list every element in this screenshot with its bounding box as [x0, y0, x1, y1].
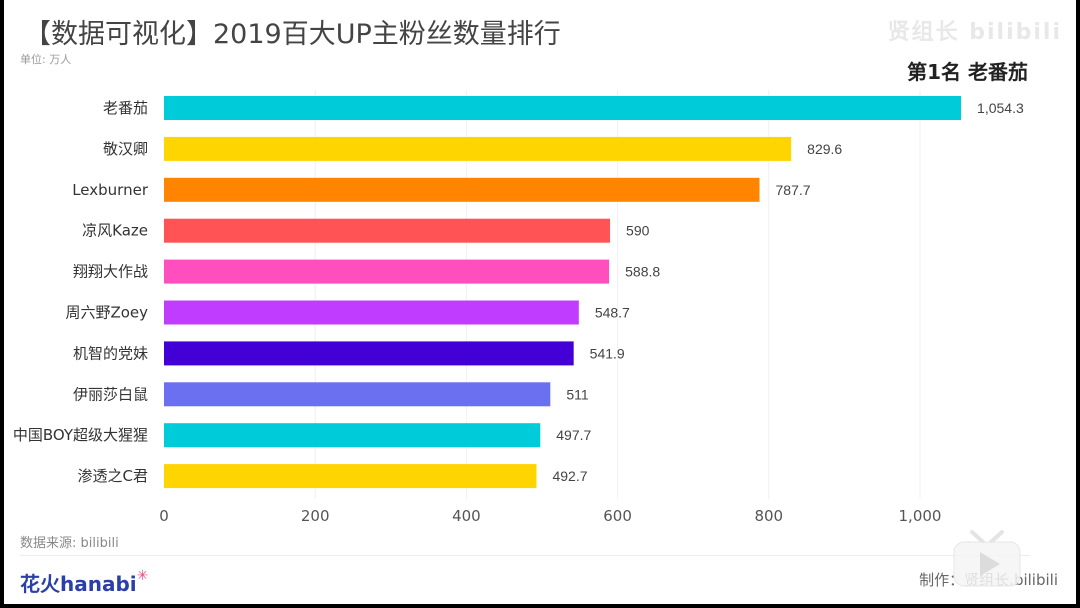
value-label: 1,054.3 [977, 100, 1024, 116]
bar [164, 464, 537, 489]
unit-label: 单位: 万人 [20, 53, 72, 66]
category-label: 老番茄 [103, 99, 148, 117]
bar [164, 177, 760, 202]
bar [164, 218, 611, 243]
watermark: 贤组长 bilibili [887, 20, 1062, 45]
category-label: 渗透之C君 [78, 467, 148, 485]
category-label: 翔翔大作战 [73, 263, 148, 281]
bar [164, 382, 551, 407]
data-source: 数据来源: bilibili [20, 536, 119, 551]
chart-frame: 【数据可视化】2019百大UP主粉丝数量排行 单位: 万人 贤组长 bilibi… [4, 0, 1076, 604]
value-label: 492.7 [552, 468, 587, 484]
x-tick-label: 1,000 [899, 507, 942, 525]
bar-chart: 老番茄 1,054.3 敬汉卿 829.6 Lexburner 787.7 凉风Kaze 59… [13, 90, 1024, 525]
chart-title: 【数据可视化】2019百大UP主粉丝数量排行 [24, 19, 561, 50]
x-tick-label: 600 [603, 507, 632, 525]
category-label: 伊丽莎白鼠 [73, 385, 148, 403]
logo-text: 花火hanabi [20, 572, 137, 596]
category-label: Lexburner [72, 181, 149, 199]
value-label: 590 [626, 223, 650, 239]
value-label: 829.6 [807, 141, 842, 157]
value-label: 497.7 [556, 427, 591, 443]
divider [20, 555, 1030, 556]
bar [164, 259, 610, 284]
x-tick-label: 200 [301, 507, 330, 525]
x-tick-label: 400 [452, 507, 481, 525]
bar [164, 96, 962, 120]
value-label: 511 [566, 386, 589, 402]
value-label: 548.7 [595, 305, 630, 321]
hanabi-logo: 花火hanabi✳ [20, 568, 148, 597]
bar [164, 300, 579, 325]
value-label: 541.9 [590, 345, 625, 361]
spark-icon: ✳ [136, 568, 149, 584]
value-label: 588.8 [625, 264, 660, 280]
bar [164, 136, 792, 161]
bar [164, 423, 541, 448]
x-tick-label: 0 [159, 507, 169, 525]
bilibili-tv-icon[interactable] [950, 528, 1024, 592]
category-label: 周六野Zoey [65, 304, 148, 322]
bar [164, 341, 574, 366]
category-label: 敬汉卿 [103, 140, 148, 158]
x-tick-label: 800 [754, 507, 783, 525]
category-label: 凉风Kaze [82, 222, 148, 240]
category-label: 中国BOY超级大猩猩 [13, 426, 148, 444]
rank-label: 第1名 老番茄 [907, 60, 1028, 84]
category-label: 机智的党妹 [73, 344, 148, 362]
value-label: 787.7 [776, 182, 811, 198]
